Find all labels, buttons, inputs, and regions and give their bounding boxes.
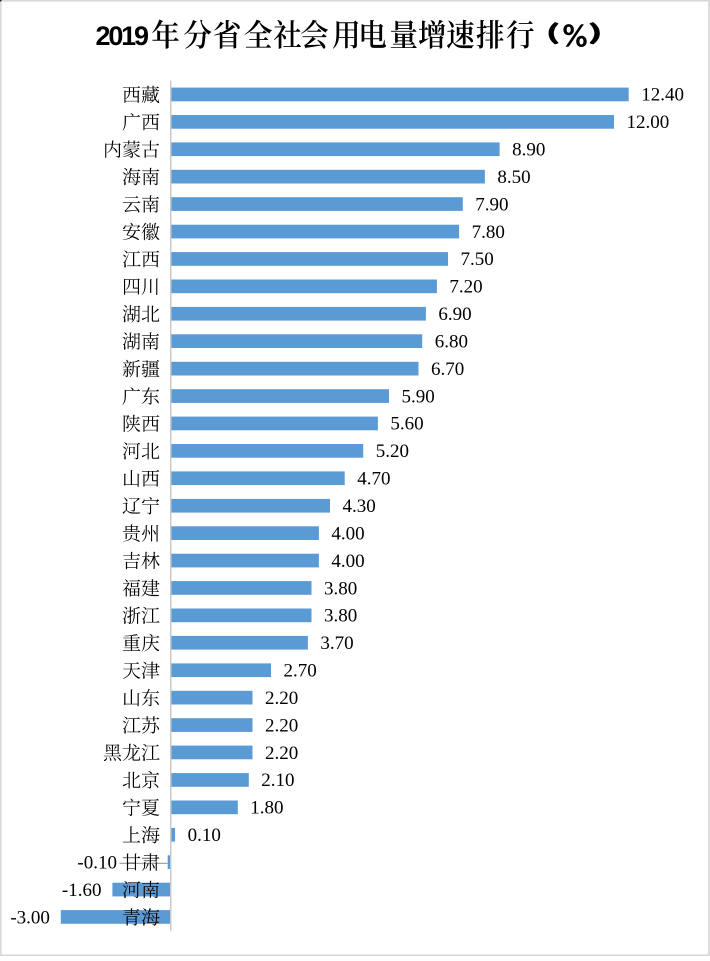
svg-text:12.40: 12.40 [641, 85, 684, 106]
svg-text:-3.00: -3.00 [10, 907, 50, 928]
svg-text:6.70: 6.70 [431, 359, 464, 380]
svg-text:7.20: 7.20 [449, 277, 482, 298]
svg-text:2.10: 2.10 [261, 770, 294, 791]
svg-text:4.70: 4.70 [357, 469, 390, 490]
svg-text:2019: 2019 [96, 21, 149, 51]
svg-text:3.80: 3.80 [324, 578, 357, 599]
svg-text:7.80: 7.80 [472, 222, 505, 243]
svg-text:8.50: 8.50 [497, 167, 530, 188]
svg-text:4.00: 4.00 [331, 551, 364, 572]
svg-text:2.20: 2.20 [265, 688, 298, 709]
svg-text:2.70: 2.70 [284, 661, 317, 682]
svg-text:2.20: 2.20 [265, 715, 298, 736]
svg-text:6.90: 6.90 [438, 304, 471, 325]
svg-text:-1.60: -1.60 [62, 880, 102, 901]
svg-text:6.80: 6.80 [435, 332, 468, 353]
svg-text:5.90: 5.90 [402, 386, 435, 407]
svg-text:7.90: 7.90 [475, 194, 508, 215]
svg-text:4.00: 4.00 [331, 523, 364, 544]
svg-text:0.10: 0.10 [188, 825, 221, 846]
svg-text:5.60: 5.60 [390, 414, 423, 435]
svg-text:3.70: 3.70 [320, 633, 353, 654]
svg-text:-0.10: -0.10 [77, 853, 117, 874]
svg-text:8.90: 8.90 [512, 140, 545, 161]
svg-text:1.80: 1.80 [250, 798, 283, 819]
svg-text:4.30: 4.30 [343, 496, 376, 517]
svg-text:2.20: 2.20 [265, 743, 298, 764]
svg-text:12.00: 12.00 [627, 112, 670, 133]
svg-text:5.20: 5.20 [376, 441, 409, 462]
svg-text:3.80: 3.80 [324, 606, 357, 627]
svg-text:7.50: 7.50 [461, 249, 494, 270]
